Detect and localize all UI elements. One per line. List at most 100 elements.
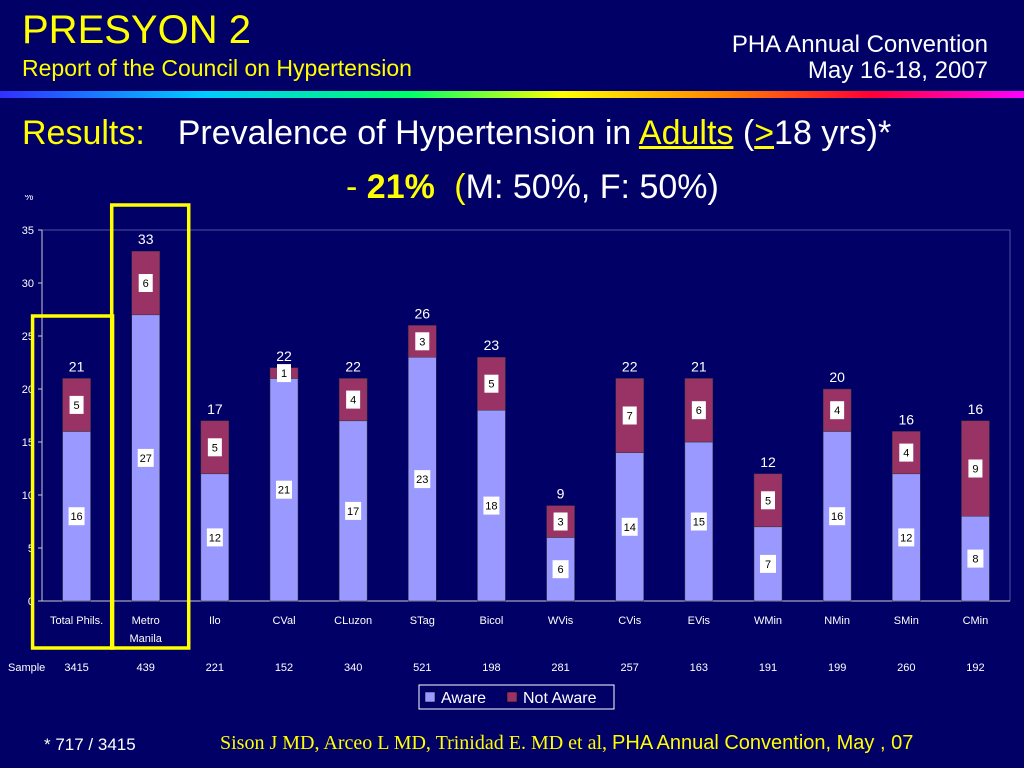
y-axis-label: %: [25, 195, 34, 203]
legend-swatch-not-aware: [506, 691, 518, 703]
headline-gte: >: [754, 114, 775, 152]
sample-value: 199: [828, 662, 846, 674]
not-aware-label: 6: [143, 278, 149, 290]
sample-value: 163: [690, 662, 708, 674]
not-aware-label-box: [346, 390, 361, 409]
not-aware-label-box: [207, 438, 222, 457]
not-aware-label-box: [761, 491, 775, 510]
sample-label: Sample: [8, 662, 45, 674]
sample-value: 260: [897, 662, 915, 674]
sample-value: 192: [966, 662, 984, 674]
not-aware-label-box: [968, 459, 983, 478]
x-tick-label: Total Phils.: [50, 615, 103, 627]
results-label: Results:: [22, 114, 145, 152]
not-aware-label-box: [69, 395, 84, 414]
headline-paren-open: (: [733, 114, 755, 152]
aware-label: 15: [693, 517, 705, 529]
results-subheadline: - 21% (M: 50%, F: 50%): [346, 170, 719, 204]
headline-paren-text-open: (: [454, 168, 466, 206]
not-aware-label: 6: [696, 405, 702, 417]
total-label: 16: [898, 411, 914, 427]
sample-value: 221: [206, 662, 224, 674]
highlight-box-metro-manila: [109, 203, 191, 650]
aware-label: 7: [765, 559, 771, 571]
not-aware-label-box: [553, 512, 568, 531]
aware-label-box: [760, 554, 776, 573]
x-tick-label: WVis: [548, 615, 574, 627]
x-tick-label: CMin: [963, 615, 989, 627]
aware-label: 14: [624, 522, 636, 534]
total-label: 23: [484, 337, 500, 353]
event-date: May 16-18, 2007: [807, 57, 988, 85]
headline-adults: Adults: [638, 114, 734, 152]
aware-label: 23: [416, 474, 428, 486]
aware-label-box: [552, 560, 569, 579]
aware-label-box: [967, 549, 984, 568]
not-aware-label-box: [415, 332, 430, 351]
total-label: 17: [207, 401, 223, 417]
total-label: 22: [276, 348, 292, 364]
footnote: * 717 / 3415: [44, 735, 136, 754]
not-aware-label: 5: [74, 400, 80, 412]
not-aware-label-box: [277, 364, 291, 383]
not-aware-label: 9: [972, 464, 978, 476]
headline-dash: -: [346, 168, 358, 206]
x-tick-label: Metro: [132, 615, 160, 627]
results-headline: Results: Prevalence of Hypertension in A…: [22, 116, 891, 150]
sample-value: 152: [275, 662, 293, 674]
aware-label-box: [414, 470, 431, 489]
slide-subtitle: Report of the Council on Hypertension: [22, 55, 412, 81]
x-tick-label: CVal: [272, 615, 295, 627]
not-aware-label: 7: [627, 411, 633, 423]
headline-pct: 21%: [366, 168, 435, 206]
bar-not-aware: [822, 388, 852, 432]
x-tick-label: Bicol: [480, 615, 504, 627]
aware-label-box: [68, 507, 85, 526]
rainbow-divider: [0, 91, 1024, 98]
bar-aware: [684, 441, 714, 602]
not-aware-label-box: [830, 401, 845, 420]
not-aware-label-box: [691, 401, 706, 420]
not-aware-label: 5: [212, 442, 218, 454]
not-aware-label: 4: [834, 405, 840, 417]
x-tick-label: SMin: [894, 615, 919, 627]
legend-label-aware: Aware: [441, 690, 486, 707]
citation-conference: PHA Annual Convention, May , 07: [612, 732, 914, 754]
aware-label: 16: [831, 511, 843, 523]
aware-label: 27: [140, 453, 152, 465]
aware-label-box: [345, 501, 362, 520]
not-aware-label: 5: [488, 379, 494, 391]
event-info: PHA Annual Convention May 16-18, 2007: [731, 31, 988, 85]
event-name: PHA Annual Convention: [731, 31, 988, 58]
headline-age: 18 yrs)*: [774, 114, 892, 152]
total-label: 22: [622, 358, 638, 374]
total-label: 9: [557, 486, 565, 502]
sample-value: 439: [137, 662, 155, 674]
aware-label-box: [898, 528, 915, 547]
aware-label-box: [276, 480, 292, 499]
x-tick-label: EVis: [688, 615, 711, 627]
not-aware-label: 1: [281, 368, 287, 380]
x-tick-label: CLuzon: [334, 615, 372, 627]
headline-paren-text: M: 50%, F: 50%): [465, 168, 719, 206]
sample-value: 198: [482, 662, 500, 674]
aware-label-box: [137, 448, 154, 467]
y-tick-label: 35: [22, 225, 34, 237]
headline-text: Prevalence of Hypertension in: [177, 114, 639, 152]
not-aware-label: 4: [350, 395, 356, 407]
total-label: 16: [968, 401, 984, 417]
aware-label: 6: [558, 564, 564, 576]
legend-label-not-aware: Not Aware: [523, 690, 597, 707]
aware-label-box: [483, 496, 500, 515]
legend-box: [418, 684, 615, 710]
total-label: 12: [760, 454, 776, 470]
aware-label: 8: [972, 554, 978, 566]
aware-label: 12: [209, 532, 221, 544]
x-tick-label: Ilo: [209, 615, 221, 627]
not-aware-label: 3: [419, 336, 425, 348]
bar-not-aware: [62, 378, 91, 432]
sample-value: 257: [621, 662, 639, 674]
total-label: 20: [829, 369, 845, 385]
aware-label: 12: [900, 532, 912, 544]
